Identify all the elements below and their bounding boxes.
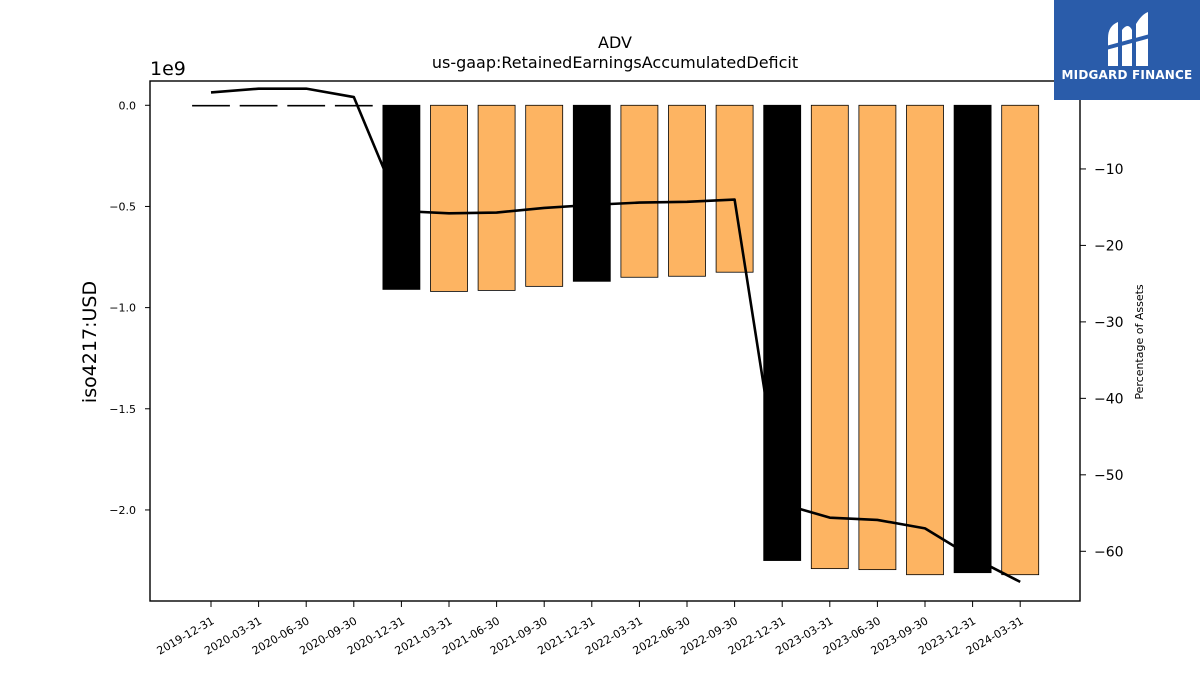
bar-2024-03-31: [1001, 104, 1040, 576]
bar-2023-03-31: [810, 104, 849, 570]
y2-tick-label: −60: [1094, 544, 1124, 560]
chart-subtitle: us-gaap:RetainedEarningsAccumulatedDefic…: [432, 53, 798, 72]
y-axis-label: iso4217:USD: [79, 281, 101, 403]
bar-2020-03-31: [239, 104, 278, 107]
bar-2022-03-31: [620, 104, 659, 278]
bar-2020-09-30: [334, 104, 373, 107]
bar-2021-06-30: [477, 104, 516, 291]
y2-tick-label: −30: [1094, 315, 1124, 331]
logo-text: MIDGARD FINANCE: [1061, 68, 1193, 82]
bar-2023-12-31: [953, 104, 992, 574]
y-tick-label: −1.0: [109, 302, 136, 315]
bars-layer: [192, 104, 1040, 576]
y2-tick-label: −40: [1094, 391, 1124, 407]
y-tick-label: 0.0: [119, 99, 137, 112]
bar-2023-09-30: [906, 104, 944, 576]
brand-logo: MIDGARD FINANCE: [1054, 0, 1200, 100]
bar-2019-12-31: [192, 104, 230, 107]
chart-title: ADV: [598, 33, 632, 52]
y-tick-label: −0.5: [109, 200, 136, 213]
bar-2022-06-30: [668, 104, 706, 277]
y2-axis-label: Percentage of Assets: [1133, 284, 1146, 400]
bar-2021-09-30: [525, 104, 564, 287]
y-tick-label: −1.5: [109, 403, 136, 416]
y2-tick-label: −20: [1094, 238, 1124, 254]
y2-tick-label: −50: [1094, 468, 1124, 484]
bar-2023-06-30: [858, 104, 897, 571]
bar-2022-09-30: [715, 104, 754, 273]
line-layer: [210, 87, 1021, 584]
bar-2021-03-31: [430, 104, 468, 292]
y2-tick-label: −10: [1094, 162, 1124, 178]
bar-2020-12-31: [382, 104, 421, 290]
midgard-logo-icon: [1105, 12, 1151, 66]
bar-2022-12-31: [763, 104, 802, 561]
y-scale-label: 1e9: [150, 58, 186, 80]
bar-2021-12-31: [572, 104, 611, 282]
y-tick-label: −2.0: [109, 504, 136, 517]
plot-frame: [149, 80, 1081, 602]
pct-assets-line: [210, 87, 1021, 584]
bar-2020-06-30: [287, 104, 326, 107]
